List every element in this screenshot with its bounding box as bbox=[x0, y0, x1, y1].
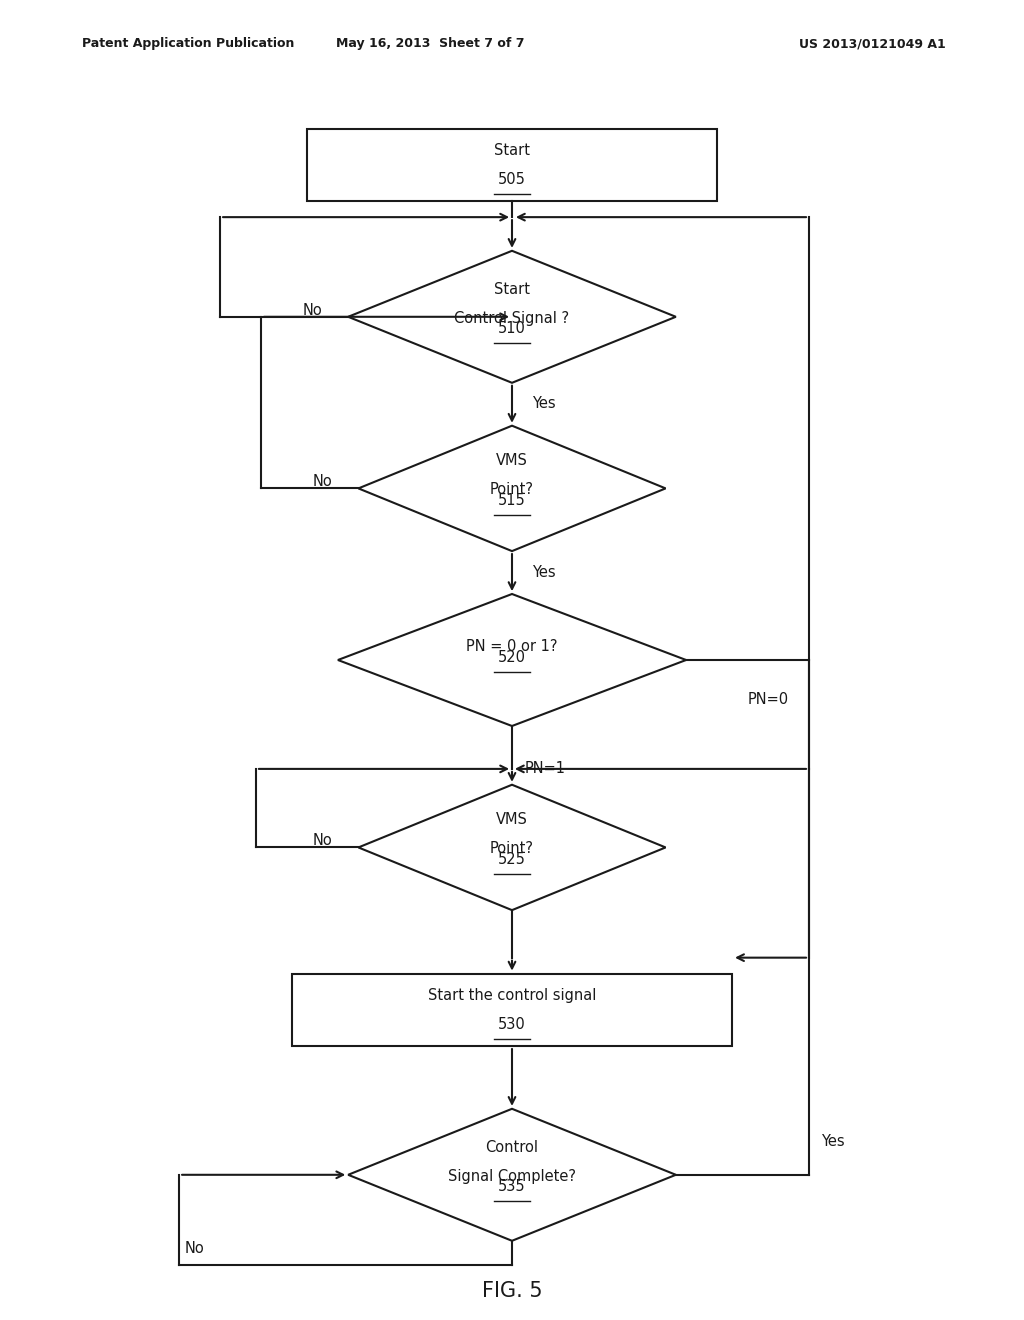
Text: No: No bbox=[313, 474, 333, 490]
Text: Start: Start bbox=[494, 281, 530, 297]
Text: 515: 515 bbox=[498, 492, 526, 508]
Polygon shape bbox=[338, 594, 686, 726]
Text: Start the control signal: Start the control signal bbox=[428, 987, 596, 1003]
Text: May 16, 2013  Sheet 7 of 7: May 16, 2013 Sheet 7 of 7 bbox=[336, 37, 524, 50]
FancyBboxPatch shape bbox=[292, 974, 732, 1045]
Text: Yes: Yes bbox=[532, 565, 556, 579]
Text: US 2013/0121049 A1: US 2013/0121049 A1 bbox=[799, 37, 945, 50]
Text: PN=0: PN=0 bbox=[748, 692, 788, 708]
Text: PN = 0 or 1?: PN = 0 or 1? bbox=[466, 639, 558, 655]
Polygon shape bbox=[358, 784, 666, 911]
Text: Patent Application Publication: Patent Application Publication bbox=[82, 37, 294, 50]
Text: Signal Complete?: Signal Complete? bbox=[449, 1168, 575, 1184]
Text: 525: 525 bbox=[498, 851, 526, 867]
Text: Point?: Point? bbox=[490, 482, 534, 498]
Text: FIG. 5: FIG. 5 bbox=[481, 1280, 543, 1302]
Text: 505: 505 bbox=[498, 172, 526, 187]
Text: VMS: VMS bbox=[496, 812, 528, 828]
Text: Start: Start bbox=[494, 143, 530, 158]
Text: 510: 510 bbox=[498, 321, 526, 337]
Text: Control: Control bbox=[485, 1139, 539, 1155]
Text: Point?: Point? bbox=[490, 841, 534, 857]
Text: PN=1: PN=1 bbox=[524, 762, 565, 776]
Text: No: No bbox=[184, 1241, 204, 1257]
Text: 520: 520 bbox=[498, 649, 526, 665]
Text: 535: 535 bbox=[499, 1179, 525, 1195]
Text: Control Signal ?: Control Signal ? bbox=[455, 310, 569, 326]
Text: No: No bbox=[303, 302, 323, 318]
Text: Yes: Yes bbox=[532, 396, 556, 412]
Text: No: No bbox=[313, 833, 333, 849]
Polygon shape bbox=[348, 251, 676, 383]
Text: Yes: Yes bbox=[821, 1134, 845, 1150]
Polygon shape bbox=[358, 425, 666, 552]
Text: 530: 530 bbox=[498, 1016, 526, 1032]
Polygon shape bbox=[348, 1109, 676, 1241]
FancyBboxPatch shape bbox=[307, 128, 717, 201]
Text: VMS: VMS bbox=[496, 453, 528, 469]
